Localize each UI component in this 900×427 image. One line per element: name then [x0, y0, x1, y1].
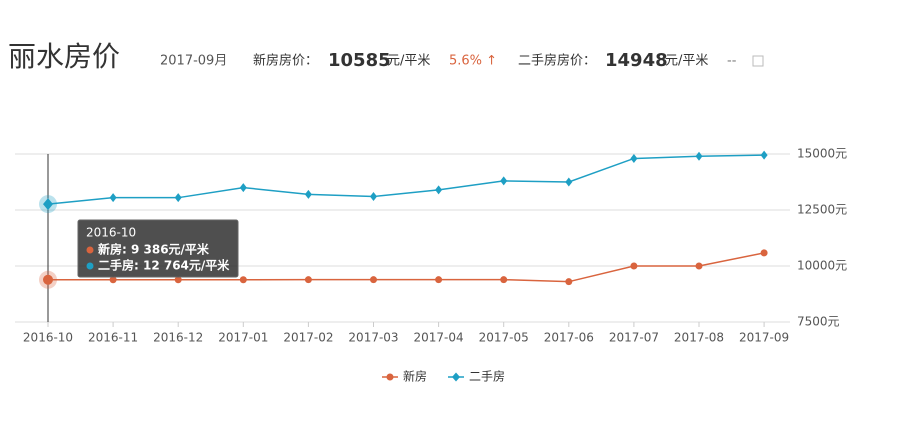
tooltip-title: 2016-10: [86, 226, 136, 240]
page-title: 丽水房价: [8, 40, 120, 73]
label: 新房房价：: [253, 53, 318, 69]
x-tick-label: 2017-03: [348, 331, 398, 345]
point: [43, 274, 53, 285]
point: [630, 262, 638, 270]
point: [760, 150, 768, 160]
x-tick-label: 2016-11: [88, 331, 138, 345]
change: --: [727, 54, 737, 69]
point: [174, 276, 182, 284]
point: [695, 262, 703, 270]
point: [435, 185, 443, 195]
tooltip-dot: [86, 246, 94, 254]
point: [435, 276, 443, 284]
y-tick-label: 10000元: [797, 259, 847, 273]
x-tick-label: 2016-10: [23, 331, 73, 345]
x-tick-label: 2017-01: [218, 331, 268, 345]
point: [760, 249, 768, 257]
x-tick-label: 2017-09: [739, 331, 789, 345]
price: 14948: [605, 50, 668, 71]
point: [500, 276, 508, 284]
icon: [752, 55, 764, 67]
point: [500, 176, 508, 186]
point: [695, 151, 703, 161]
legend-marker: [452, 372, 460, 382]
point: [370, 276, 377, 284]
x-tick-label: 2017-06: [544, 331, 594, 345]
legend-label: 新房: [403, 369, 427, 384]
unit: 元/平米: [387, 54, 430, 69]
y-tick-label: 7500元: [797, 315, 840, 329]
label: 二手房房价：: [518, 53, 596, 69]
tooltip-box: [77, 219, 239, 278]
y-tick-label: 12500元: [797, 203, 847, 217]
x-tick-label: 2017-02: [283, 331, 333, 345]
tooltip-line: 二手房: 12 764元/平米: [98, 258, 230, 273]
legend-label: 二手房: [469, 369, 505, 384]
series-line: [47, 154, 765, 205]
x-tick-label: 2017-04: [414, 331, 464, 345]
x-tick-label: 2017-05: [479, 331, 529, 345]
legend-marker: [386, 373, 394, 381]
point: [565, 278, 573, 286]
point: [304, 276, 312, 284]
change: 5.6% ↑: [449, 54, 497, 69]
y-tick-label: 15000元: [797, 147, 847, 161]
point: [304, 189, 312, 199]
point: [174, 193, 182, 203]
x-tick-label: 2016-12: [153, 331, 203, 345]
tooltip-dot: [86, 262, 94, 270]
point: [109, 276, 117, 284]
series-line: [48, 252, 765, 283]
unit: 元/平米: [665, 54, 708, 69]
point: [565, 177, 573, 187]
point: [370, 192, 377, 202]
month: 2017-09月: [160, 54, 227, 69]
point: [239, 183, 247, 193]
point: [43, 198, 53, 211]
price: 10585: [328, 50, 391, 71]
point: [239, 276, 247, 284]
point: [630, 153, 638, 163]
x-tick-label: 2017-08: [674, 331, 724, 345]
point: [109, 193, 117, 203]
x-tick-label: 2017-07: [609, 331, 659, 345]
tooltip-line: 新房: 9 386元/平米: [98, 242, 210, 257]
